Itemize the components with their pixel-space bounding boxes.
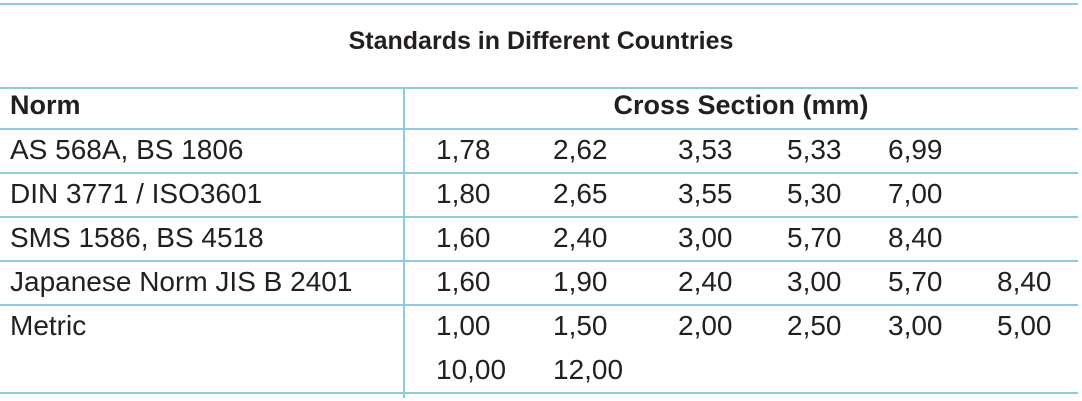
norm-cell: Metric [10,310,87,341]
value-cell: 3,00 [888,310,943,341]
value-cell: 1,80 [436,178,491,209]
value-cell: 2,40 [678,266,733,297]
value-cell: 10,00 [436,354,507,385]
value-cell: 1,78 [436,134,491,165]
value-cell: 3,53 [678,134,733,165]
row-rule [0,216,1078,218]
header-rule [0,87,1078,89]
value-cell: 3,00 [678,222,733,253]
value-cell: 2,50 [787,310,842,341]
top-rule [0,3,1078,5]
value-cell: 5,70 [787,222,842,253]
row-rule [0,172,1078,174]
norm-cell: DIN 3771 / ISO3601 [10,178,263,209]
value-cell: 6,99 [888,134,943,165]
value-cell: 1,00 [436,310,491,341]
value-cell: 1,60 [436,266,491,297]
value-cell: 2,65 [553,178,608,209]
value-cell: 1,60 [436,222,491,253]
value-cell: 3,00 [787,266,842,297]
value-cell: 5,70 [888,266,943,297]
value-cell: 2,00 [678,310,733,341]
row-rule [0,128,1078,130]
value-cell: 8,40 [888,222,943,253]
value-cell: 5,33 [787,134,842,165]
value-cell: 1,50 [553,310,608,341]
value-cell: 2,40 [553,222,608,253]
norm-cell: AS 568A, BS 1806 [10,134,244,165]
value-cell: 8,40 [997,266,1052,297]
norm-cell: Japanese Norm JIS B 2401 [10,266,353,297]
value-cell: 12,00 [553,354,624,385]
value-cell: 5,00 [997,310,1052,341]
value-cell: 2,62 [553,134,608,165]
value-cell: 3,55 [678,178,733,209]
value-cell: 5,30 [787,178,842,209]
value-cell: 7,00 [888,178,943,209]
column-divider [403,87,405,398]
norm-cell: SMS 1586, BS 4518 [10,222,264,253]
row-rule [0,392,1078,394]
header-cross-section: Cross Section (mm) [613,90,869,120]
row-rule [0,304,1078,306]
header-norm: Norm [10,90,81,120]
row-rule [0,260,1078,262]
value-cell: 1,90 [553,266,608,297]
table-title: Standards in Different Countries [348,27,734,55]
